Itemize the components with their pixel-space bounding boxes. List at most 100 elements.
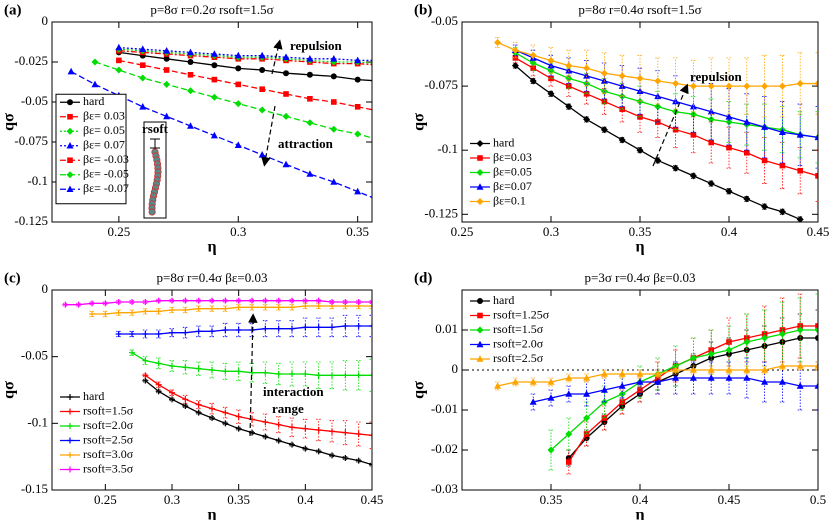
error-bar (209, 402, 215, 415)
point (565, 430, 573, 438)
point (75, 301, 82, 308)
y-tick-label: -0.075 (14, 133, 48, 148)
point (282, 112, 290, 120)
point (726, 339, 732, 345)
series-line (515, 52, 818, 139)
y-tick-label: -0.125 (424, 205, 458, 220)
point (547, 56, 555, 64)
x-tick-label: 0.5 (810, 492, 826, 507)
point (342, 299, 349, 305)
legend-label: rsoft=1.25σ (493, 307, 550, 321)
point (306, 55, 314, 62)
error-bar (369, 300, 372, 304)
inset-bracket (150, 138, 160, 149)
annotation: interaction (263, 384, 324, 399)
point (355, 299, 362, 305)
point (222, 305, 229, 312)
point (210, 50, 218, 57)
point (235, 413, 242, 420)
chart-title: p=8σ r=0.4σ rsoft=1.5σ (578, 2, 701, 17)
x-tick-label: 0.45 (807, 224, 830, 239)
point (222, 409, 229, 416)
point (89, 300, 95, 307)
point (511, 62, 519, 70)
point (796, 362, 804, 369)
point (529, 378, 537, 385)
point (529, 77, 537, 85)
error-bar (584, 49, 590, 87)
point (234, 100, 242, 108)
legend-label: rsoft=2.0σ (83, 418, 134, 432)
point (275, 421, 282, 428)
point (169, 396, 175, 403)
error-bar (342, 420, 348, 446)
point (379, 62, 385, 68)
point (690, 132, 697, 138)
error-bar (548, 429, 554, 471)
point (672, 164, 680, 172)
point (187, 87, 195, 95)
point (163, 47, 171, 54)
point (115, 331, 122, 337)
error-bar (512, 44, 518, 56)
legend-marker (476, 340, 484, 348)
point (249, 304, 255, 311)
point (354, 56, 362, 64)
point (169, 389, 175, 396)
x-tick-label: 0.35 (629, 224, 652, 239)
point (815, 323, 818, 329)
y-tick-label: -0.05 (21, 93, 48, 108)
point (289, 441, 295, 448)
error-bar (222, 362, 228, 380)
y-tick-label: 0 (42, 13, 49, 28)
point (494, 39, 502, 47)
error-bar (356, 314, 362, 338)
point (600, 126, 608, 134)
point (155, 297, 162, 304)
point (129, 331, 135, 337)
plot-frame (461, 289, 819, 491)
error-bar (316, 418, 322, 442)
point (583, 72, 591, 79)
point (62, 301, 69, 308)
point (342, 372, 349, 379)
point (115, 43, 123, 51)
point (182, 297, 189, 304)
point (529, 51, 537, 59)
legend-label: hard (493, 293, 514, 307)
legend-marker (67, 423, 73, 429)
y-tick-label: -0.1 (437, 141, 458, 156)
series-line (515, 49, 818, 139)
point (302, 303, 309, 309)
point (672, 374, 680, 381)
point (182, 329, 189, 336)
point (329, 372, 335, 379)
error-bar (815, 52, 818, 115)
series-line (144, 380, 372, 466)
x-tick-label: 0.35 (540, 492, 563, 507)
point (289, 297, 295, 304)
point (89, 311, 95, 317)
y-tick-label: -0.1 (27, 414, 48, 429)
legend-frame (55, 93, 127, 205)
point (654, 92, 662, 100)
point (778, 362, 786, 369)
point (761, 334, 769, 342)
point (142, 377, 149, 384)
series-line (515, 57, 818, 177)
y-tick-label: -0.01 (431, 401, 458, 416)
point (169, 329, 175, 336)
point (115, 309, 122, 316)
error-bar (512, 42, 518, 59)
point (689, 172, 697, 180)
error-bar (276, 416, 282, 434)
series-line (118, 59, 372, 111)
y-tick-label: -0.05 (431, 13, 458, 28)
arrow (261, 105, 276, 167)
point (355, 323, 362, 329)
legend-marker (476, 183, 484, 190)
x-axis-label: η (207, 239, 216, 256)
point (796, 326, 804, 334)
point (369, 323, 372, 329)
point (707, 82, 715, 90)
